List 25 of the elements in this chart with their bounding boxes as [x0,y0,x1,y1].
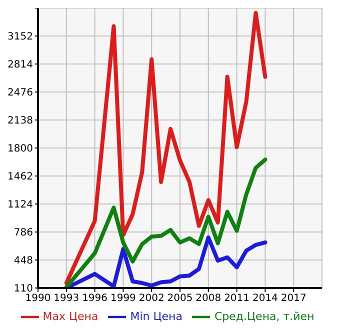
y-tick-label: 786 [14,228,33,239]
x-tick-label: 1999 [110,293,136,304]
y-tick-label: 1462 [8,172,33,183]
x-tick-label: 2005 [167,293,193,304]
line-series [64,158,268,288]
y-tick-label: 2476 [8,88,33,99]
y-tick-label: 3152 [8,32,33,43]
x-tick-label: 2002 [138,293,164,304]
x-tick-label: 1990 [25,293,51,304]
y-tick-label: 110 [14,284,33,295]
x-tick-label: 2014 [252,293,278,304]
legend-label: Сред.Цена, т.йен [214,310,314,324]
y-tick-label: 1124 [8,200,33,211]
line-series [64,10,268,286]
x-tick-label: 2011 [224,293,250,304]
y-tick-label: 1800 [8,144,33,155]
x-tick-label: 1996 [82,293,108,304]
y-tick-label: 2814 [8,60,33,71]
legend-label: Min Цена [130,310,182,324]
x-tick-label: 2008 [196,293,222,304]
x-tick-label: 1993 [54,293,80,304]
y-tick-label: 2138 [8,116,33,127]
y-tick-label: 448 [14,256,33,267]
legend-label: Max Цена [42,310,98,324]
x-tick-label: 2017 [280,293,306,304]
